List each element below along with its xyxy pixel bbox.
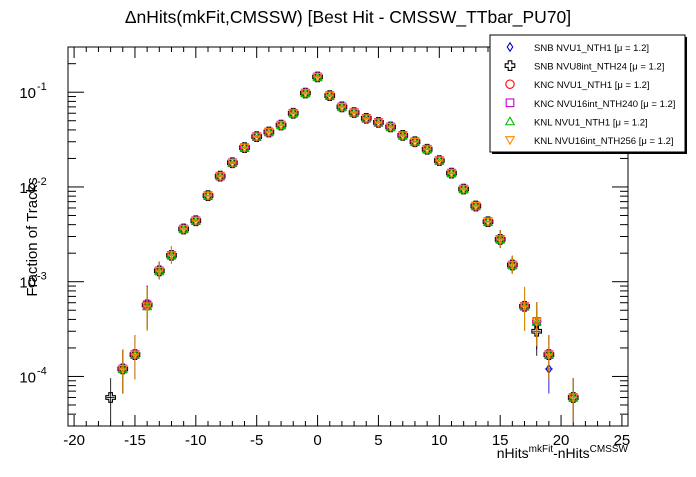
legend-marker [506, 41, 514, 53]
data-point [129, 350, 141, 360]
data-point [263, 128, 275, 138]
data-point [336, 102, 348, 113]
x-tick-label: 0 [313, 432, 321, 449]
y-tick-label: 10 [19, 180, 36, 197]
data-point [568, 393, 579, 403]
y-tick-label-exponent: -2 [37, 176, 47, 188]
x-tick-label: 10 [431, 432, 448, 449]
data-point [385, 123, 396, 133]
data-point [178, 225, 189, 235]
data-point [215, 172, 226, 182]
data-point [105, 392, 116, 403]
data-point [202, 191, 214, 201]
x-axis-label: nHitsmkFit-nHitsCMSSW [497, 444, 629, 461]
x-axis-label-sup: CMSSW [590, 444, 629, 455]
legend-entry-label: KNC NVU1_NTH1 [μ = 1.2] [534, 80, 650, 91]
data-point [166, 251, 177, 261]
legend-marker [504, 60, 516, 71]
legend-entry-label: KNL NVU16int_NTH256 [μ = 1.2] [534, 136, 674, 147]
legend-marker [505, 98, 515, 108]
data-point [324, 91, 335, 101]
data-point [482, 217, 494, 228]
x-tick-label: 5 [374, 432, 382, 449]
data-point [531, 317, 542, 327]
data-point [312, 73, 323, 83]
y-tick-label: 10 [19, 369, 36, 386]
x-tick-label: -20 [63, 432, 85, 449]
legend-marker [504, 136, 516, 146]
data-point [117, 365, 128, 375]
data-point [154, 267, 165, 277]
data-point [397, 131, 408, 141]
x-axis-label-sup: mkFit [529, 444, 554, 455]
legend-entry-label: SNB NVU1_NTH1 [μ = 1.2] [534, 43, 649, 54]
data-point [361, 114, 372, 124]
data-point [421, 145, 433, 155]
data-point [348, 108, 360, 118]
data-point [543, 350, 555, 360]
y-tick-label-exponent: -1 [37, 81, 47, 93]
y-tick-label: 10 [19, 275, 36, 292]
data-point [519, 302, 530, 312]
y-tick-label: 10 [19, 85, 36, 102]
x-axis-label-mid: -nHits [553, 445, 590, 461]
x-tick-label: -10 [185, 432, 207, 449]
series-inverted-triangle [117, 73, 579, 423]
data-point [227, 158, 238, 169]
legend-marker [504, 116, 516, 126]
chart-title: ΔnHits(mkFit,CMSSW) [Best Hit - CMSSW_TT… [125, 7, 571, 28]
x-tick-label: -15 [124, 432, 146, 449]
data-point [300, 89, 311, 99]
data-point [446, 169, 457, 179]
y-axis-label: Fraction of Tracks [24, 177, 41, 296]
x-axis-label-base: nHits [497, 445, 529, 461]
legend-entry-label: KNC NVU16int_NTH240 [μ = 1.2] [534, 99, 675, 110]
legend-entry-label: SNB NVU8int_NTH24 [μ = 1.2] [534, 62, 664, 73]
legend-entry-label: KNL NVU1_NTH1 [μ = 1.2] [534, 117, 648, 128]
data-point [458, 185, 469, 195]
data-point [251, 132, 262, 142]
y-tick-label-exponent: -3 [37, 271, 47, 283]
x-tick-label: 20 [553, 432, 570, 449]
x-tick-label: 15 [492, 432, 509, 449]
data-point [288, 109, 299, 119]
data-point [190, 216, 201, 227]
data-point [470, 202, 481, 212]
data-point [507, 261, 518, 271]
data-point [141, 302, 153, 312]
data-point [275, 121, 287, 131]
data-point [531, 325, 543, 337]
data-point [373, 118, 384, 128]
data-point [434, 156, 445, 166]
data-point [495, 235, 506, 245]
y-tick-label-exponent: -4 [37, 365, 47, 377]
data-point [409, 137, 421, 148]
x-tick-label: -5 [250, 432, 263, 449]
legend-box [489, 34, 686, 153]
x-tick-label: 25 [614, 432, 631, 449]
legend-marker [505, 79, 515, 89]
data-point [239, 143, 250, 153]
